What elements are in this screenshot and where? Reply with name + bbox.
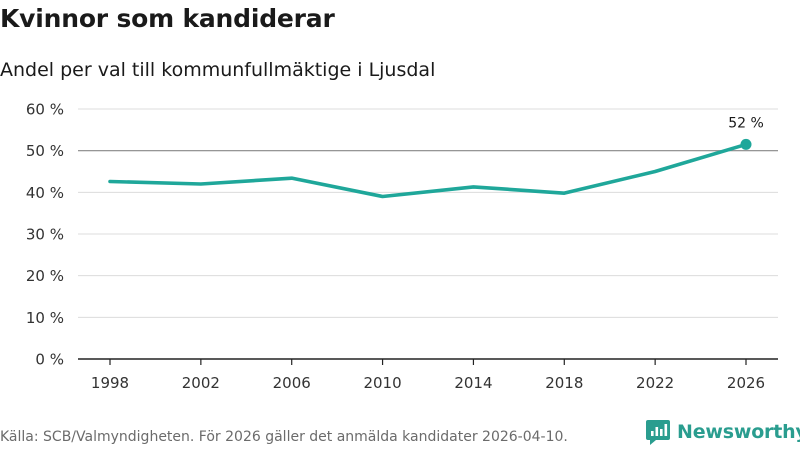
x-tick-label: 2014 [454, 374, 492, 392]
y-tick-label: 30 % [26, 226, 64, 244]
x-tick-label: 2010 [363, 374, 401, 392]
y-tick-label: 20 % [26, 267, 64, 285]
series-line [108, 142, 748, 199]
x-tick-label: 2002 [182, 374, 220, 392]
y-tick-label: 40 % [26, 184, 64, 202]
newsworthy-logo-text: Newsworthy [677, 421, 800, 443]
y-tick-label: 0 % [35, 351, 64, 369]
line-chart: 0 % 10 % 20 % 30 % 40 % 50 % 60 % 1998 2002 2006 2… [26, 101, 778, 392]
newsworthy-logo[interactable]: Newsworthy [645, 418, 800, 446]
last-point-label: 52 % [728, 115, 764, 131]
x-tick-label: 2006 [273, 374, 311, 392]
x-tick-label: 2022 [636, 374, 674, 392]
y-tick-label: 60 % [26, 101, 64, 119]
x-tick-label: 2018 [545, 374, 583, 392]
chart-subtitle: Andel per val till kommunfullmäktige i L… [0, 59, 436, 81]
source-note: Källa: SCB/Valmyndigheten. För 2026 gäll… [0, 429, 568, 445]
newsworthy-logo-icon [646, 420, 670, 445]
x-tick-label: 1998 [91, 374, 129, 392]
last-point-marker [740, 138, 752, 150]
chart-title: Kvinnor som kandiderar [0, 4, 335, 33]
y-tick-label: 10 % [26, 309, 64, 327]
y-tick-label: 50 % [26, 142, 64, 160]
x-tick-label: 2026 [727, 374, 765, 392]
